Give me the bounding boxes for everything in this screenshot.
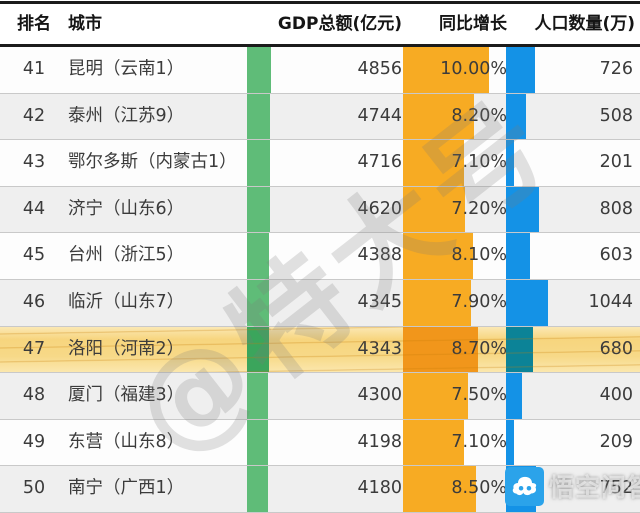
- population-bar: [506, 47, 536, 93]
- gdp-cell: 4343: [357, 338, 402, 359]
- growth-cell: 8.50%: [451, 478, 507, 499]
- growth-bar: [403, 279, 471, 326]
- gdp-cell: 4716: [357, 152, 402, 173]
- city-cell: 临沂（山东7）: [68, 291, 185, 312]
- city-cell: 南宁（广西1）: [68, 478, 185, 499]
- city-cell: 台州（浙江5）: [68, 245, 185, 266]
- header-growth: 同比增长: [439, 14, 507, 34]
- gdp-bar: [247, 93, 271, 140]
- header-city: 城市: [68, 14, 102, 34]
- population-bar: [506, 233, 531, 279]
- growth-bar: [403, 140, 465, 186]
- gdp-bar: [247, 326, 269, 373]
- population-cell: 680: [599, 338, 633, 359]
- growth-cell: 8.70%: [451, 338, 507, 359]
- table-row: 44 济宁（山东6） 4620 7.20% 808: [0, 186, 640, 234]
- growth-bar: [403, 373, 468, 419]
- city-cell: 济宁（山东6）: [68, 198, 185, 219]
- wukong-cloud-icon: [505, 466, 544, 506]
- table-row: 46 临沂（山东7） 4345 7.90% 1044: [0, 279, 640, 327]
- growth-cell: 7.90%: [451, 291, 507, 312]
- growth-cell: 7.10%: [451, 152, 507, 173]
- population-cell: 209: [599, 431, 633, 452]
- population-cell: 400: [599, 385, 633, 406]
- growth-cell: 10.00%: [440, 59, 507, 79]
- gdp-cell: 4345: [357, 291, 402, 312]
- gdp-bar: [247, 419, 268, 466]
- rank-cell: 44: [22, 198, 46, 219]
- population-bar: [506, 140, 515, 186]
- growth-cell: 8.10%: [451, 245, 507, 266]
- rank-cell: 45: [22, 245, 46, 266]
- population-cell: 752: [599, 478, 633, 499]
- growth-bar: [403, 466, 477, 512]
- table-header: 排名 城市 GDP总额(亿元) 同比增长 人口数量(万): [0, 1, 640, 47]
- growth-bar: [403, 233, 473, 279]
- population-bar: [506, 279, 548, 326]
- growth-cell: 8.20%: [451, 105, 507, 126]
- rank-cell: 49: [22, 431, 46, 452]
- population-cell: 508: [599, 105, 633, 126]
- gdp-bar: [247, 186, 270, 233]
- rank-cell: 47: [22, 338, 46, 359]
- header-gdp: GDP总额(亿元): [277, 14, 402, 34]
- city-cell: 昆明（云南1）: [68, 59, 185, 79]
- header-rank: 排名: [17, 14, 51, 34]
- growth-cell: 7.20%: [451, 198, 507, 219]
- gdp-bar: [247, 373, 269, 419]
- rank-cell: 43: [22, 152, 46, 173]
- gdp-cell: 4856: [357, 59, 402, 79]
- population-bar: [506, 93, 527, 140]
- city-cell: 洛阳（河南2）: [68, 338, 185, 359]
- rank-cell: 46: [22, 291, 46, 312]
- gdp-cell: 4744: [357, 105, 402, 126]
- gdp-cell: 4180: [357, 478, 402, 499]
- table-row: 49 东营（山东8） 4198 7.10% 209: [0, 419, 640, 467]
- growth-bar: [403, 47, 489, 93]
- rank-cell: 50: [22, 478, 46, 499]
- wukong-watermark: 悟空问答: [505, 466, 640, 506]
- growth-cell: 7.50%: [451, 385, 507, 406]
- gdp-cell: 4620: [357, 198, 402, 219]
- gdp-cell: 4198: [357, 431, 402, 452]
- city-cell: 东营（山东8）: [68, 431, 185, 452]
- header-population: 人口数量(万): [534, 14, 635, 34]
- gdp-bar: [247, 233, 269, 279]
- population-bar: [506, 186, 539, 233]
- population-bar: [506, 326, 534, 373]
- city-cell: 厦门（福建3）: [68, 385, 185, 406]
- gdp-cell: 4388: [357, 245, 402, 266]
- table-row-highlighted: 47 洛阳（河南2） 4343 8.70% 680: [0, 326, 640, 374]
- population-cell: 603: [599, 245, 633, 266]
- gdp-bar: [247, 47, 271, 93]
- population-cell: 808: [599, 198, 633, 219]
- wukong-watermark-label: 悟空问答: [549, 473, 640, 502]
- city-cell: 鄂尔多斯（内蒙古1）: [68, 152, 237, 173]
- table-row: 43 鄂尔多斯（内蒙古1） 4716 7.10% 201: [0, 140, 640, 187]
- gdp-cell: 4300: [357, 385, 402, 406]
- gdp-bar: [247, 466, 268, 512]
- growth-bar: [403, 93, 474, 140]
- rank-cell: 41: [22, 59, 46, 79]
- table-row: 45 台州（浙江5） 4388 8.10% 603: [0, 233, 640, 280]
- growth-bar: [403, 419, 465, 466]
- population-cell: 726: [599, 59, 633, 79]
- population-bar: [506, 419, 515, 466]
- table-row: 41 昆明（云南1） 4856 10.00% 726: [0, 47, 640, 94]
- table-row: 42 泰州（江苏9） 4744 8.20% 508: [0, 93, 640, 141]
- rank-cell: 48: [22, 385, 46, 406]
- growth-bar: [403, 186, 465, 233]
- growth-cell: 7.10%: [451, 431, 507, 452]
- population-cell: 1044: [588, 291, 633, 312]
- gdp-bar: [247, 140, 271, 186]
- table-row: 48 厦门（福建3） 4300 7.50% 400: [0, 373, 640, 420]
- rank-cell: 42: [22, 105, 46, 126]
- table-body: 41 昆明（云南1） 4856 10.00% 726 42 泰州（江苏9） 47…: [0, 47, 640, 513]
- gdp-bar: [247, 279, 269, 326]
- population-cell: 201: [599, 152, 633, 173]
- population-bar: [506, 373, 523, 419]
- city-cell: 泰州（江苏9）: [68, 105, 185, 126]
- growth-bar: [403, 326, 478, 373]
